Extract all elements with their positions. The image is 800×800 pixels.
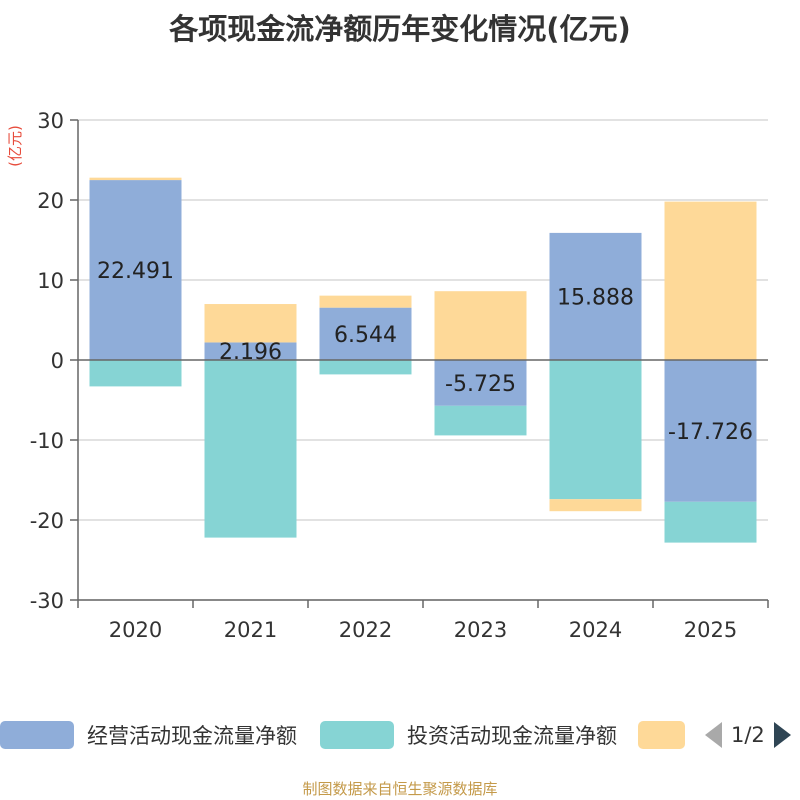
- bar-segment-series-2[interactable]: [319, 295, 412, 308]
- x-tick-label: 2022: [339, 618, 392, 642]
- data-label: -5.725: [445, 372, 516, 397]
- bar-segment-series-1[interactable]: [434, 405, 527, 436]
- chart-title: 各项现金流净额历年变化情况(亿元): [169, 12, 631, 46]
- bar-segment-series-0[interactable]: [664, 360, 757, 502]
- y-tick-label: -30: [30, 589, 64, 613]
- y-tick-label: -10: [30, 429, 64, 453]
- bar-segment-series-2[interactable]: [549, 499, 642, 512]
- bar-segment-series-0[interactable]: [89, 180, 182, 360]
- y-tick-label: 10: [37, 269, 64, 293]
- bar-segment-series-1[interactable]: [89, 360, 182, 387]
- y-tick-label: 30: [37, 109, 64, 133]
- legend-label-operating: 经营活动现金流量净额: [87, 724, 297, 748]
- x-tick-label: 2021: [224, 618, 277, 642]
- data-label: -17.726: [668, 420, 753, 445]
- x-tick-label: 2024: [569, 618, 622, 642]
- legend-pager: 1/2: [705, 718, 791, 752]
- bars: [89, 177, 757, 543]
- legend-page-indicator: 1/2: [731, 723, 765, 747]
- data-label: 22.491: [97, 259, 174, 284]
- bar-segment-series-1[interactable]: [204, 360, 297, 538]
- legend: 经营活动现金流量净额 投资活动现金流量净额 1/2: [0, 718, 800, 752]
- data-labels: 22.491 2.196 6.544 -5.725 15.888 -17.726: [97, 259, 753, 445]
- bar-segment-series-0[interactable]: [319, 307, 412, 360]
- x-tick-label: 2020: [109, 618, 162, 642]
- legend-item-third[interactable]: [638, 718, 685, 752]
- y-unit-label: (亿元): [6, 125, 24, 167]
- legend-swatch-operating: [0, 721, 74, 749]
- legend-next-icon[interactable]: [773, 722, 791, 748]
- bar-segment-series-2[interactable]: [434, 291, 527, 360]
- axes: 30 20 10 0 -10 -20 -30 (亿元) 2020 2021 2022 2023 2024…: [6, 109, 769, 642]
- y-tick-label: 20: [37, 189, 64, 213]
- bar-segment-series-0[interactable]: [549, 232, 642, 360]
- x-tick-label: 2025: [684, 618, 737, 642]
- bar-segment-series-2[interactable]: [204, 304, 297, 343]
- legend-prev-icon[interactable]: [705, 722, 722, 748]
- legend-swatch-investing: [320, 721, 394, 749]
- legend-item-operating[interactable]: 经营活动现金流量净额: [0, 718, 297, 752]
- bar-segment-series-1[interactable]: [319, 360, 412, 375]
- data-label: 6.544: [334, 323, 397, 348]
- bar-segment-series-0[interactable]: [434, 360, 527, 406]
- bar-segment-series-0[interactable]: [204, 342, 297, 360]
- source-footer: 制图数据来自恒生聚源数据库: [302, 780, 498, 798]
- legend-label-investing: 投资活动现金流量净额: [407, 724, 617, 748]
- x-tick-label: 2023: [454, 618, 507, 642]
- bar-segment-series-2[interactable]: [664, 201, 757, 360]
- data-label: 15.888: [557, 285, 634, 310]
- y-tick-label: 0: [51, 349, 64, 373]
- bar-segment-series-2[interactable]: [89, 177, 182, 181]
- data-label: 2.196: [219, 340, 282, 365]
- bar-segment-series-1[interactable]: [664, 501, 757, 543]
- legend-item-investing[interactable]: 投资活动现金流量净额: [320, 718, 617, 752]
- bar-segment-series-1[interactable]: [549, 360, 642, 500]
- legend-swatch-third: [638, 721, 685, 749]
- chart-plot: 30 20 10 0 -10 -20 -30 (亿元) 2020 2021 2022 2023 2024…: [6, 109, 769, 642]
- y-tick-label: -20: [30, 509, 64, 533]
